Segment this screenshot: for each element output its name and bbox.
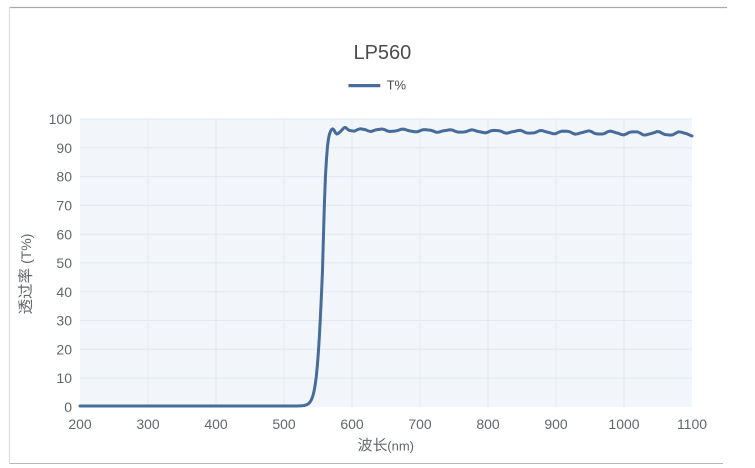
- svg-text:90: 90: [56, 140, 72, 156]
- svg-text:100: 100: [49, 111, 73, 127]
- svg-text:0: 0: [64, 399, 72, 415]
- svg-text:500: 500: [272, 416, 296, 432]
- svg-text:900: 900: [544, 416, 568, 432]
- svg-text:40: 40: [56, 284, 72, 300]
- svg-text:700: 700: [408, 416, 432, 432]
- svg-text:60: 60: [56, 226, 72, 242]
- svg-text:80: 80: [56, 169, 72, 185]
- svg-text:10: 10: [56, 370, 72, 386]
- svg-text:70: 70: [56, 198, 72, 214]
- svg-text:400: 400: [204, 416, 228, 432]
- svg-text:50: 50: [56, 255, 72, 271]
- svg-text:200: 200: [68, 416, 92, 432]
- svg-text:1100: 1100: [677, 416, 707, 432]
- svg-text:1000: 1000: [608, 416, 639, 432]
- svg-text:800: 800: [476, 416, 500, 432]
- svg-text:LP560: LP560: [353, 42, 411, 64]
- svg-text:T%: T%: [387, 77, 407, 92]
- svg-text:(T%): (T%): [18, 234, 34, 264]
- svg-text:300: 300: [136, 416, 160, 432]
- svg-text:600: 600: [340, 416, 364, 432]
- svg-text:30: 30: [56, 313, 72, 329]
- svg-text:20: 20: [56, 341, 72, 357]
- svg-text:(nm): (nm): [387, 438, 414, 453]
